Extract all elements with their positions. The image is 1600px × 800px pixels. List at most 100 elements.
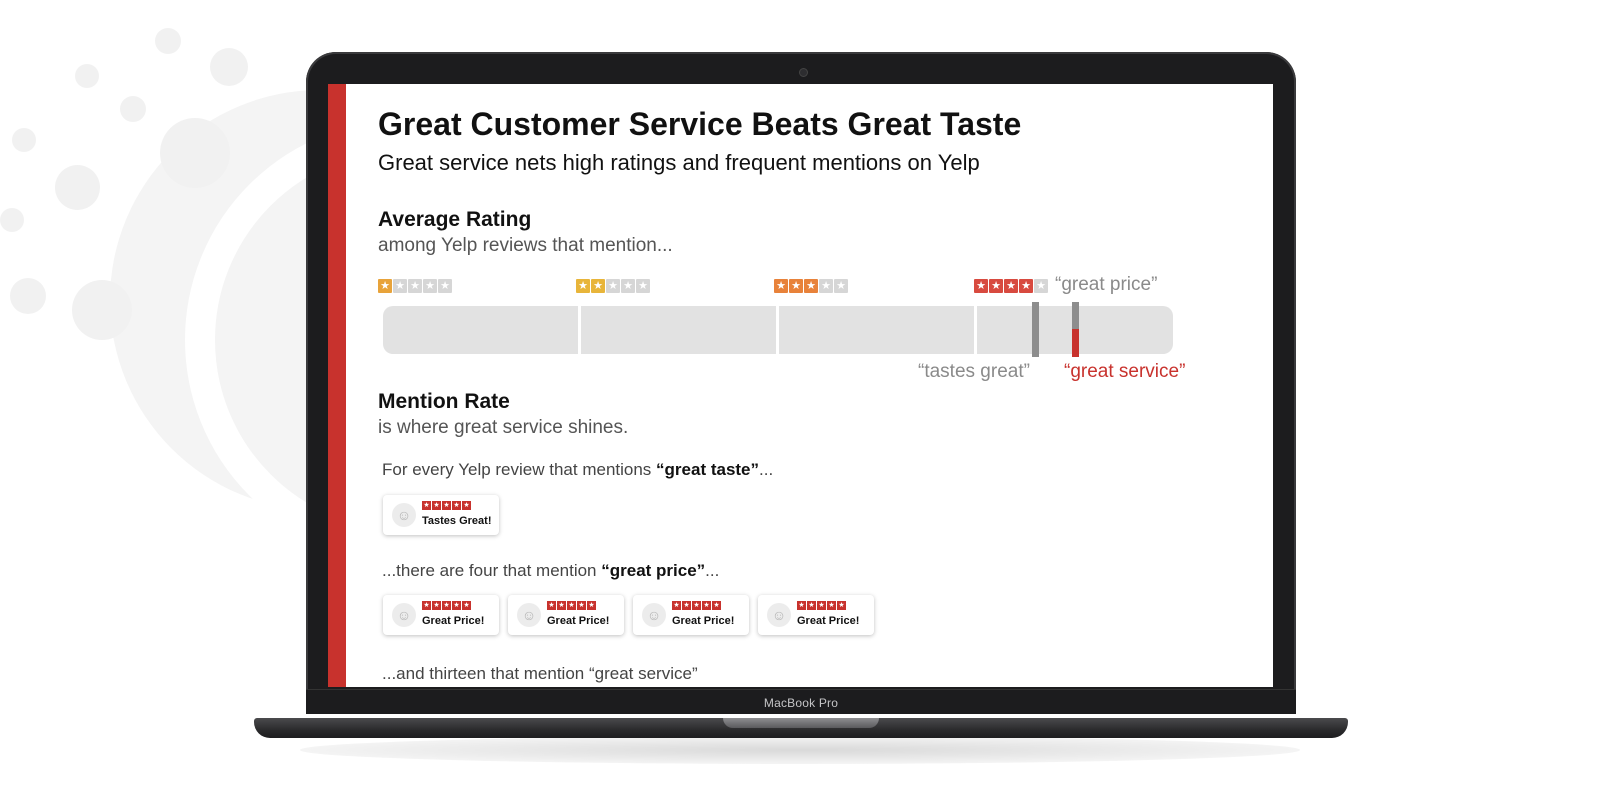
review-card: ☺ ★ ★ ★ ★ ★ Great Price! [383, 595, 499, 635]
track-divider [974, 306, 977, 354]
star-icon: ★ [576, 279, 590, 293]
great-service-marker [1072, 302, 1079, 357]
star-icon: ★ [442, 501, 451, 510]
avatar-icon: ☺ [642, 603, 666, 627]
star-icon: ★ [606, 279, 620, 293]
model-label: MacBook Pro [763, 696, 839, 710]
star-icon: ★ [423, 279, 437, 293]
star-icon: ★ [682, 601, 691, 610]
star-icon: ★ [408, 279, 422, 293]
review-card-text: Great Price! [422, 615, 485, 627]
star-icon: ★ [462, 501, 471, 510]
review-card: ☺ ★ ★ ★ ★ ★ Great Price! [508, 595, 624, 635]
avatar-icon: ☺ [392, 603, 416, 627]
star-icon: ★ [1004, 279, 1018, 293]
tastes-great-label: “tastes great” [918, 361, 1030, 382]
laptop-shadow [300, 736, 1300, 764]
star-icon: ★ [636, 279, 650, 293]
five-star-rating: ★ ★ ★ ★ ★ [422, 601, 471, 610]
background-bubble [75, 64, 99, 88]
page-title: Great Customer Service Beats Great Taste [378, 106, 1022, 142]
five-star-rating: ★ ★ ★ ★ ★ [422, 501, 471, 510]
star-icon: ★ [692, 601, 701, 610]
great-price-marker [1072, 302, 1079, 329]
mention-rate-subheading: is where great service shines. [378, 417, 629, 438]
background-bubble [0, 208, 24, 232]
review-card: ☺ ★ ★ ★ ★ ★ Tastes Great! [383, 495, 499, 535]
star-icon: ★ [819, 279, 833, 293]
star-icon: ★ [567, 601, 576, 610]
star-icon: ★ [442, 601, 451, 610]
five-star-rating: ★ ★ ★ ★ ★ [797, 601, 846, 610]
avatar-icon: ☺ [517, 603, 541, 627]
taste-sentence: For every Yelp review that mentions “gre… [382, 460, 774, 479]
laptop-lid: Great Customer Service Beats Great Taste… [306, 52, 1296, 714]
laptop-bezel-bottom: MacBook Pro [306, 689, 1296, 714]
star-icon: ★ [422, 601, 431, 610]
accent-bar [328, 84, 346, 687]
star-icon: ★ [804, 279, 818, 293]
star-icon: ★ [621, 279, 635, 293]
star-icon: ★ [837, 601, 846, 610]
background-bubble [160, 118, 230, 188]
page-subtitle: Great service nets high ratings and freq… [378, 150, 980, 175]
five-star-rating: ★ ★ ★ ★ ★ [672, 601, 721, 610]
star-icon: ★ [989, 279, 1003, 293]
price-sentence: ...there are four that mention “great pr… [382, 561, 720, 580]
star-icon: ★ [1019, 279, 1033, 293]
star-icon: ★ [577, 601, 586, 610]
star-icon: ★ [774, 279, 788, 293]
review-card-text: Great Price! [672, 615, 735, 627]
average-rating-subheading: among Yelp reviews that mention... [378, 235, 673, 256]
star-icon: ★ [712, 601, 721, 610]
review-card-text: Tastes Great! [422, 515, 492, 527]
mention-rate-heading: Mention Rate [378, 390, 510, 413]
rating-stars-4: ★ ★ ★ ★ ★ [974, 279, 1048, 293]
star-icon: ★ [817, 601, 826, 610]
star-icon: ★ [422, 501, 431, 510]
avatar-icon: ☺ [767, 603, 791, 627]
star-icon: ★ [452, 601, 461, 610]
background-bubble [155, 28, 181, 54]
tastes-great-marker [1032, 302, 1040, 357]
laptop-screen: Great Customer Service Beats Great Taste… [328, 84, 1273, 687]
camera-icon [799, 68, 808, 77]
star-icon: ★ [393, 279, 407, 293]
five-star-rating: ★ ★ ★ ★ ★ [547, 601, 596, 610]
star-icon: ★ [432, 501, 441, 510]
track-divider [776, 306, 779, 354]
background-bubble [10, 278, 46, 314]
service-sentence-partial: ...and thirteen that mention “great serv… [382, 664, 698, 683]
background-bubble [12, 128, 36, 152]
review-card-text: Great Price! [797, 615, 860, 627]
star-icon: ★ [797, 601, 806, 610]
rating-stars-3: ★ ★ ★ ★ ★ [774, 279, 848, 293]
track-divider [578, 306, 581, 354]
great-service-label: “great service” [1064, 361, 1186, 382]
star-icon: ★ [789, 279, 803, 293]
star-icon: ★ [587, 601, 596, 610]
rating-track [383, 306, 1173, 354]
star-icon: ★ [452, 501, 461, 510]
star-icon: ★ [438, 279, 452, 293]
average-rating-heading: Average Rating [378, 208, 532, 231]
laptop-notch [723, 718, 879, 728]
review-card: ☺ ★ ★ ★ ★ ★ Great Price! [633, 595, 749, 635]
taste-review-cards: ☺ ★ ★ ★ ★ ★ Tastes Great! [383, 495, 499, 535]
star-icon: ★ [547, 601, 556, 610]
price-review-cards: ☺ ★ ★ ★ ★ ★ Great Price! ☺ ★ ★ ★ ★ ★ Great Price! ☺ ★ ★ ★… [383, 595, 874, 635]
laptop-base [254, 718, 1348, 738]
background-bubble [55, 165, 100, 210]
background-bubble [120, 96, 146, 122]
rating-stars-1: ★ ★ ★ ★ ★ [378, 279, 452, 293]
great-price-label: “great price” [1055, 274, 1158, 295]
background-bubble [210, 48, 248, 86]
star-icon: ★ [1034, 279, 1048, 293]
star-icon: ★ [462, 601, 471, 610]
star-icon: ★ [378, 279, 392, 293]
rating-stars-2: ★ ★ ★ ★ ★ [576, 279, 650, 293]
avatar-icon: ☺ [392, 503, 416, 527]
star-icon: ★ [432, 601, 441, 610]
star-icon: ★ [807, 601, 816, 610]
review-card: ☺ ★ ★ ★ ★ ★ Great Price! [758, 595, 874, 635]
